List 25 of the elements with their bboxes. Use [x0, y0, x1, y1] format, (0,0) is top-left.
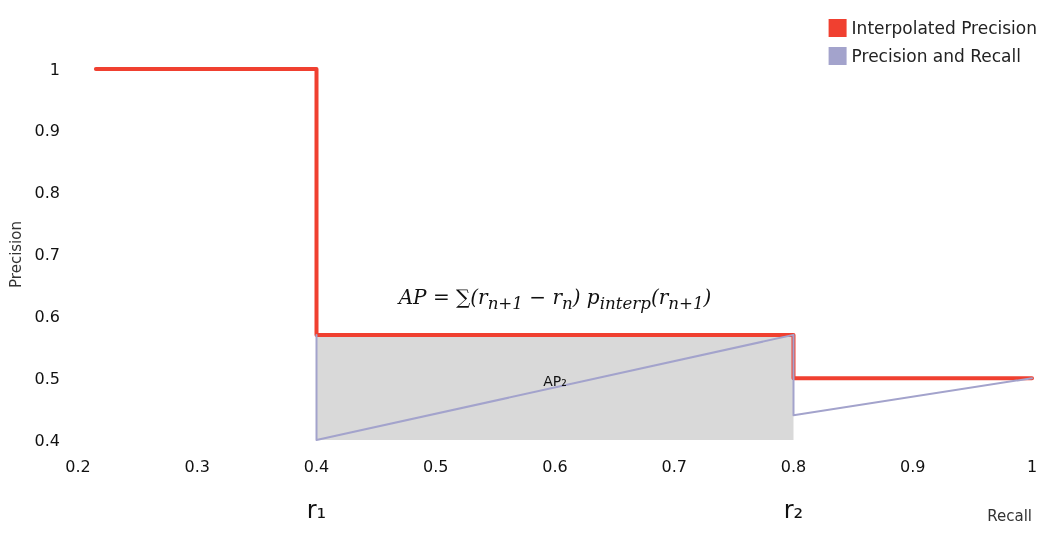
x-tick-label: 0.4	[303, 456, 330, 476]
x-tick-label: 0.6	[542, 456, 568, 476]
y-tick-label: 0.4	[34, 430, 60, 450]
y-tick-label: 0.8	[34, 183, 60, 203]
x-axis-title: Recall	[987, 506, 1032, 525]
line-series	[315, 333, 1033, 441]
text: r₂	[783, 496, 804, 525]
text: AP = ∑(r$_{n+1}$ − r$_{n}$) p$_{interp}$(r$_{n+1}$)	[398, 285, 712, 314]
x-tick-label: 0.2	[65, 456, 91, 476]
x-tick-label: 0.7	[661, 456, 687, 476]
legend-label: Interpolated Precision	[851, 18, 1037, 38]
x-tick-label: 0.8	[780, 456, 807, 476]
text: r₁	[306, 496, 327, 525]
x-tick-label: 0.9	[900, 456, 926, 476]
y-axis-title: Precision	[6, 221, 25, 288]
y-tick-label: 0.9	[34, 121, 60, 141]
x-tick-label: 0.5	[423, 456, 449, 476]
x-tick-label: 0.3	[184, 456, 210, 476]
y-tick-label: 0.7	[34, 245, 60, 264]
y-tick-label: 0.5	[34, 368, 60, 388]
legend-label: Precision and Recall	[851, 46, 1021, 66]
annotation: AP₂	[543, 372, 567, 389]
y-tick-label: 0.6	[34, 306, 60, 326]
x-tick-label: 1	[1026, 456, 1038, 476]
y-tick-label: 1	[49, 59, 60, 79]
